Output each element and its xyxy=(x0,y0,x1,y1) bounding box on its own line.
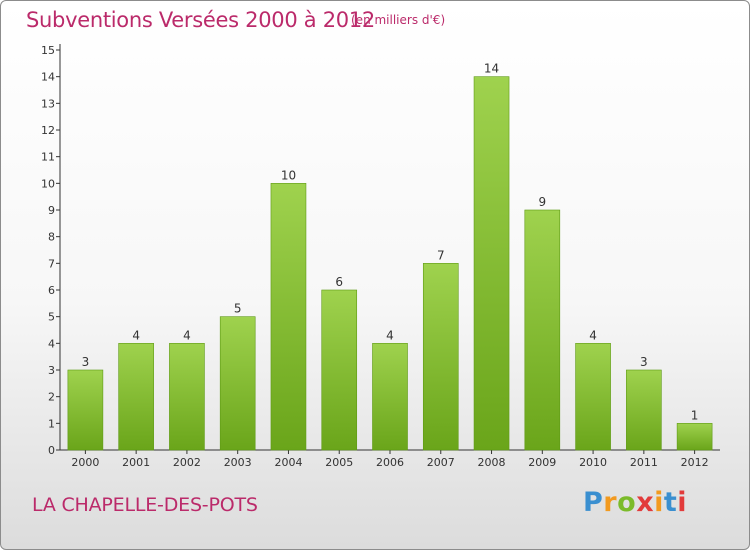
y-tick-label: 14 xyxy=(41,71,55,84)
x-tick-label: 2000 xyxy=(71,456,99,469)
y-tick-label: 11 xyxy=(41,151,55,164)
bar xyxy=(169,343,205,451)
bar xyxy=(219,316,256,451)
bar xyxy=(372,343,408,451)
bar xyxy=(473,76,510,451)
logo-letter: P xyxy=(583,487,604,518)
data-label: 9 xyxy=(538,195,546,209)
proxiti-logo: Proxiti xyxy=(583,487,687,518)
data-label: 4 xyxy=(386,328,394,342)
x-tick-label: 2010 xyxy=(579,456,607,469)
x-tick-label: 2003 xyxy=(224,456,252,469)
x-tick-label: 2005 xyxy=(325,456,353,469)
bar xyxy=(524,209,561,451)
bar xyxy=(67,369,104,451)
y-tick-label: 12 xyxy=(41,124,55,137)
bar xyxy=(270,183,307,451)
data-label: 4 xyxy=(132,328,140,342)
logo-letter: r xyxy=(603,487,618,518)
chart-title: Subventions Versées 2000 à 2012 xyxy=(26,8,375,32)
y-tick-label: 0 xyxy=(48,444,55,457)
logo-letter: t xyxy=(663,487,678,518)
x-tick-label: 2002 xyxy=(173,456,201,469)
data-label: 10 xyxy=(281,168,296,182)
x-tick-label: 2001 xyxy=(122,456,150,469)
x-tick-label: 2011 xyxy=(630,456,658,469)
x-tick-label: 2007 xyxy=(427,456,455,469)
x-tick-label: 2004 xyxy=(274,456,302,469)
x-tick-label: 2008 xyxy=(478,456,506,469)
bar xyxy=(422,263,459,451)
y-tick-label: 6 xyxy=(48,284,55,297)
data-label: 1 xyxy=(691,408,699,422)
data-label: 4 xyxy=(183,328,191,342)
y-tick-label: 3 xyxy=(48,364,55,377)
unit-note: (en milliers d'€) xyxy=(351,13,446,27)
logo-letter: x xyxy=(636,487,655,518)
y-tick-label: 2 xyxy=(48,391,55,404)
y-tick-label: 15 xyxy=(41,44,55,57)
y-tick-label: 13 xyxy=(41,97,55,110)
bar xyxy=(118,343,154,451)
y-tick-label: 8 xyxy=(48,231,55,244)
y-tick-label: 4 xyxy=(48,337,55,350)
x-tick-label: 2009 xyxy=(528,456,556,469)
logo-letter: i xyxy=(677,487,688,518)
logo-letter: o xyxy=(617,487,637,518)
data-label: 7 xyxy=(437,248,445,262)
x-tick-label: 2006 xyxy=(376,456,404,469)
y-tick-label: 9 xyxy=(48,204,55,217)
x-tick-label: 2012 xyxy=(681,456,709,469)
y-tick-label: 10 xyxy=(41,177,55,190)
bar xyxy=(321,289,358,451)
x-axis: 2000 2001 2002 2003 2004 2005 2006 2007 2008 2009… xyxy=(60,449,720,469)
bar xyxy=(575,343,611,451)
y-tick-label: 5 xyxy=(48,311,55,324)
data-label: 6 xyxy=(335,275,343,289)
data-label: 14 xyxy=(484,62,499,76)
data-label: 4 xyxy=(589,328,597,342)
data-label: 3 xyxy=(640,355,648,369)
bars: 3 4 4 5 10 6 4 7 14 9 4 3 1 xyxy=(67,62,713,451)
commune-name: LA CHAPELLE-DES-POTS xyxy=(32,494,258,516)
data-label: 3 xyxy=(82,355,90,369)
bar xyxy=(676,423,713,451)
bar xyxy=(626,369,662,451)
logo-letter: i xyxy=(654,487,664,518)
y-tick-label: 1 xyxy=(48,417,55,430)
data-label: 5 xyxy=(234,302,242,316)
y-tick-label: 7 xyxy=(48,257,55,270)
